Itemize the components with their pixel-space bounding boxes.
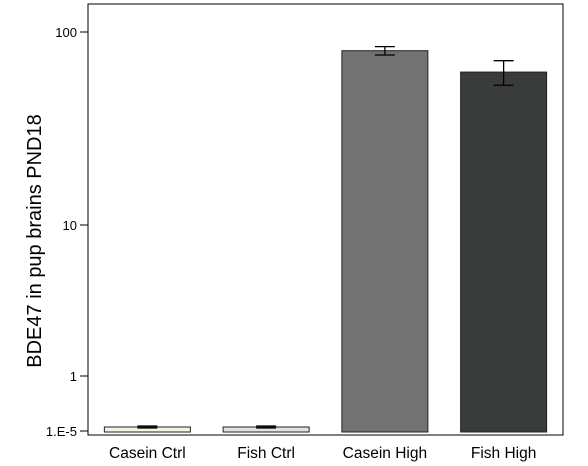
- y-tick-label: 10: [63, 218, 77, 233]
- bar-fish-high: [460, 71, 548, 433]
- y-axis-title: BDE47 in pup brains PND18: [24, 114, 46, 367]
- y-tick-label: 1: [70, 369, 77, 384]
- x-axis-labels: Casein Ctrl Fish Ctrl Casein High Fish High: [109, 445, 536, 462]
- x-tick-label: Casein Ctrl: [109, 445, 186, 462]
- plot-frame: [87, 3, 564, 436]
- bar-casein-high: [341, 50, 429, 433]
- x-tick-label: Fish Ctrl: [237, 445, 295, 462]
- y-axis: 1.E-5 1 10 100: [46, 25, 88, 439]
- x-tick-label: Fish High: [471, 445, 536, 462]
- x-tick-label: Casein High: [343, 445, 427, 462]
- y-tick-label: 1.E-5: [46, 424, 77, 439]
- error-bars-group: [137, 45, 514, 429]
- y-tick-label: 100: [55, 25, 77, 40]
- bars-group: [103, 50, 548, 433]
